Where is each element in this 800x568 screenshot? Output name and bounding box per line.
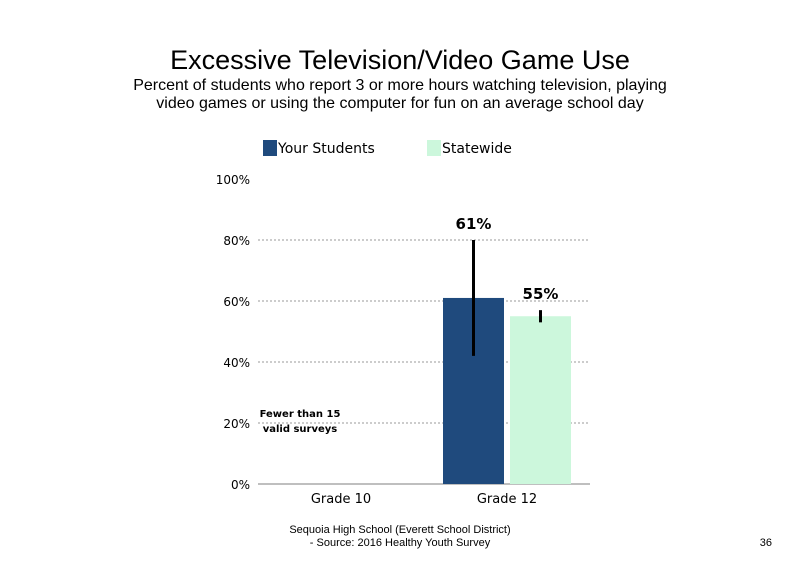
footer: Sequoia High School (Everett School Dist… <box>200 524 600 550</box>
footer-source: - Source: 2016 Healthy Youth Survey <box>309 537 491 549</box>
y-tick-label-20: 20% <box>223 417 250 431</box>
annotation-0-line-1: valid surveys <box>263 424 338 435</box>
annotation-0-line-0: Fewer than 15 <box>260 409 341 420</box>
chart-subtitle: Percent of students who report 3 or more… <box>133 77 667 112</box>
legend-label-statewide: Statewide <box>442 141 512 157</box>
y-tick-label-60: 60% <box>223 295 250 309</box>
legend-swatch-your-students <box>263 140 277 156</box>
legend-item-statewide: Statewide <box>427 138 537 158</box>
legend-item-your-students: Your Students <box>263 138 403 158</box>
y-tick-label-100: 100% <box>216 173 250 187</box>
x-tick-label-0: Grade 10 <box>311 492 371 507</box>
data-label-0-1: 61% <box>456 215 492 233</box>
data-label-1-1: 55% <box>523 285 559 303</box>
y-tick-label-80: 80% <box>223 234 250 248</box>
bar-1-1 <box>510 316 571 484</box>
page-number: 36 <box>759 537 772 549</box>
legend-swatch-statewide <box>427 140 441 156</box>
x-tick-label-1: Grade 12 <box>477 492 537 507</box>
chart-title: Excessive Television/Video Game Use <box>170 45 630 75</box>
y-tick-label-40: 40% <box>223 356 250 370</box>
y-tick-label-0: 0% <box>231 478 250 492</box>
footer-school: Sequoia High School (Everett School Dist… <box>289 524 511 536</box>
legend-label-your-students: Your Students <box>278 141 375 157</box>
